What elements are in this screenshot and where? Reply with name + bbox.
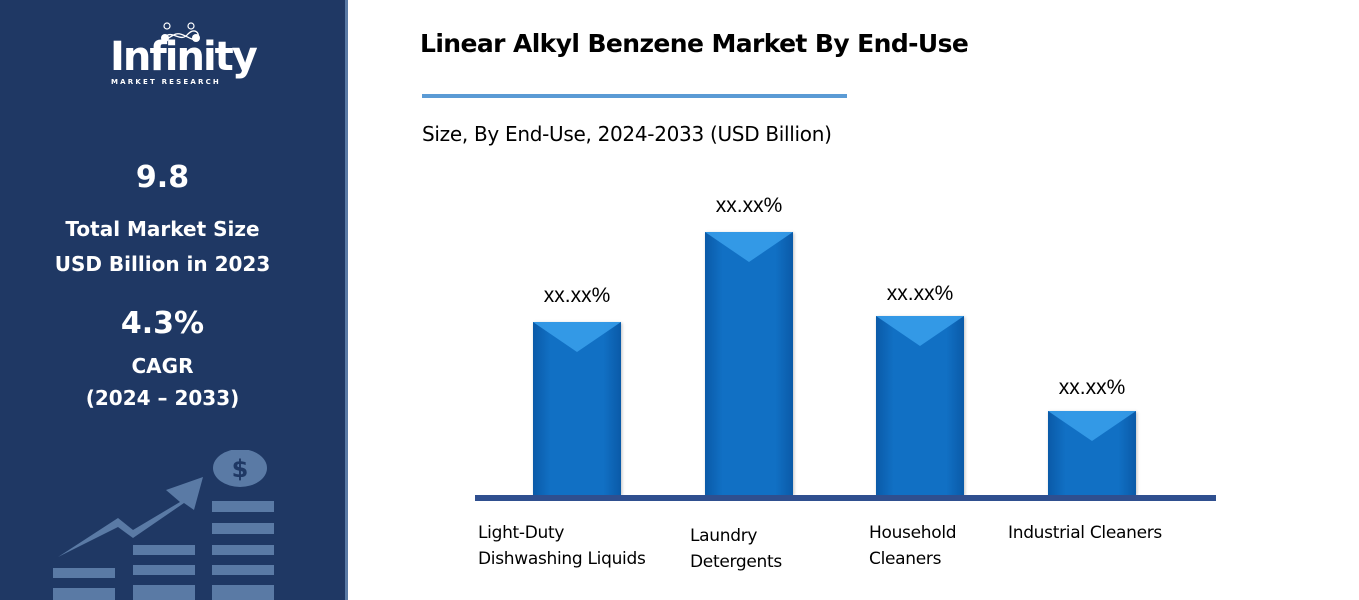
growth-chart-dollar-icon: $ <box>53 450 274 600</box>
bar-laundry-detergents <box>705 232 793 495</box>
category-label-line: Household <box>869 523 957 543</box>
logo-tagline: MARKET RESEARCH <box>111 78 221 86</box>
bar-value-label: xx.xx% <box>543 284 611 307</box>
market-size-label: Total Market Size <box>65 217 260 241</box>
market-size-value: 9.8 <box>135 160 190 195</box>
svg-text:$: $ <box>232 455 249 483</box>
category-label-light-duty: Light-Duty Dishwashing Liquids <box>478 520 646 572</box>
category-label-line: Dishwashing Liquids <box>478 549 646 569</box>
infinity-logo: Infinity MARKET RESEARCH <box>100 22 258 92</box>
sidebar: Infinity MARKET RESEARCH 9.8 Total Marke… <box>0 0 348 600</box>
bar-light-duty-dishwashing-liquids <box>533 322 621 495</box>
page-title: Linear Alkyl Benzene Market By End-Use <box>420 29 969 58</box>
cagr-label: CAGR <box>131 354 194 378</box>
market-size-unit-label: USD Billion in 2023 <box>54 252 271 276</box>
cagr-period: (2024 – 2033) <box>85 386 240 410</box>
category-label-line: Detergents <box>690 552 782 572</box>
category-label-line: Light-Duty <box>478 523 565 543</box>
category-label-line: Cleaners <box>869 549 942 569</box>
bar-value-label: xx.xx% <box>1058 376 1126 399</box>
cagr-value: 4.3% <box>120 306 205 341</box>
category-label-line: Industrial Cleaners <box>1008 523 1162 543</box>
title-underline <box>422 94 847 98</box>
category-label-line: Laundry <box>690 526 758 546</box>
bar-value-label: xx.xx% <box>886 282 954 305</box>
x-axis-line <box>475 495 1216 501</box>
bar-value-label: xx.xx% <box>715 194 783 217</box>
logo-wordmark: Infinity <box>110 34 258 80</box>
chart-subtitle: Size, By End-Use, 2024-2033 (USD Billion… <box>422 122 832 146</box>
category-label-laundry: Laundry Detergents <box>690 523 782 575</box>
category-label-household: Household Cleaners <box>869 520 957 572</box>
category-label-industrial: Industrial Cleaners <box>1008 520 1162 546</box>
infinity-rings-icon <box>161 22 200 42</box>
bar-household-cleaners <box>876 316 964 495</box>
bar-industrial-cleaners <box>1048 411 1136 495</box>
